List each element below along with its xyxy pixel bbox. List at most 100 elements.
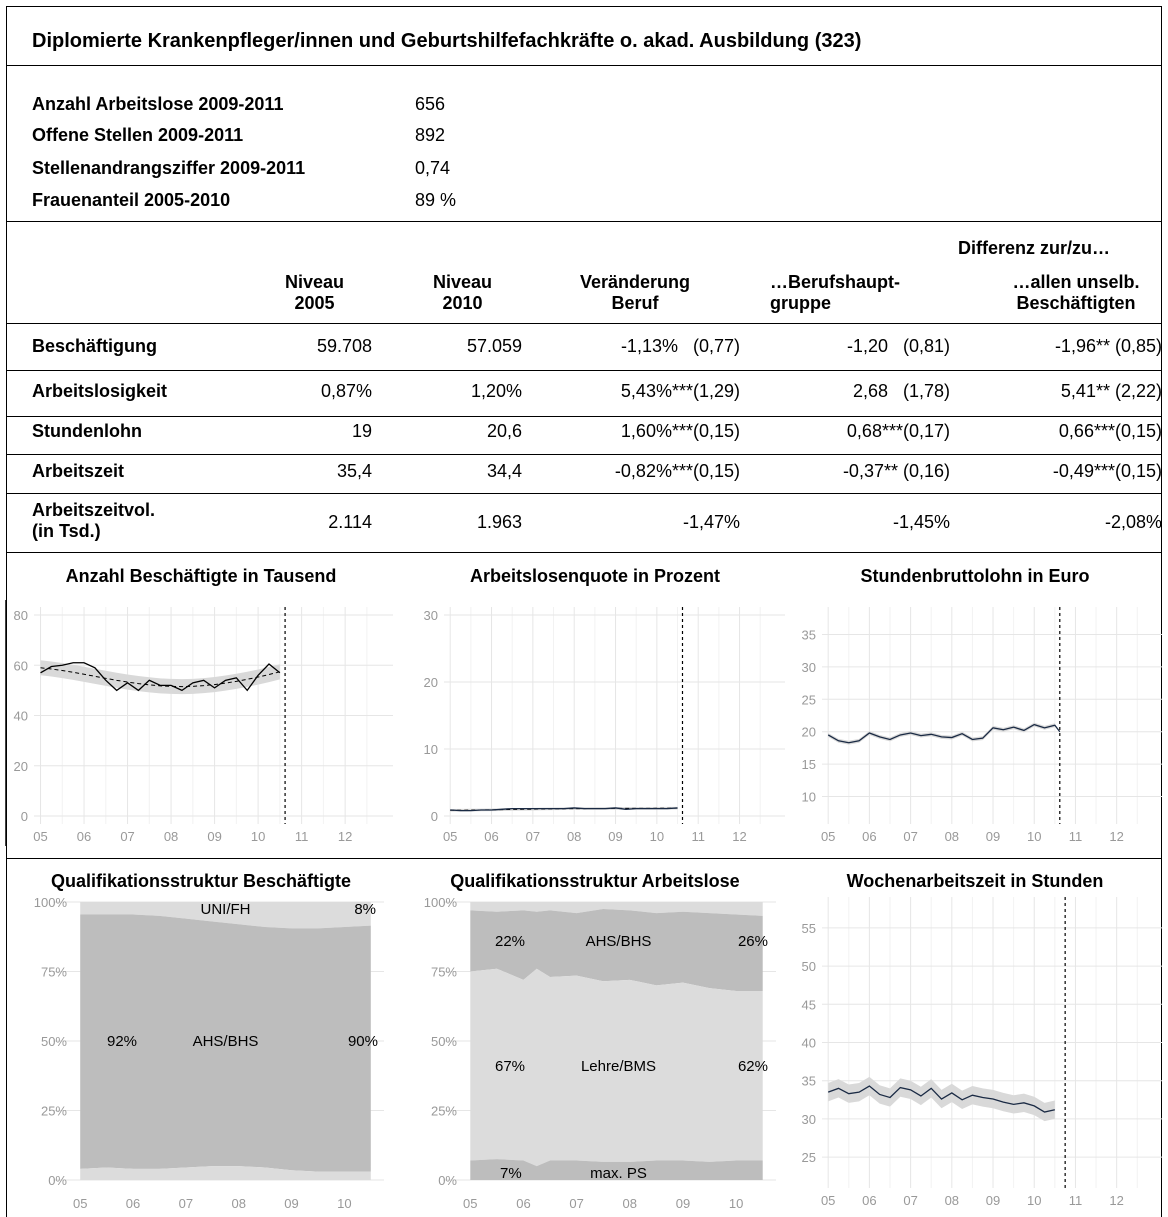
area-label: AHS/BHS — [193, 1033, 259, 1050]
y-tick-label: 100% — [34, 895, 68, 910]
page-title: Diplomierte Krankenpfleger/innen und Geb… — [32, 30, 862, 52]
area-ahs-bhs — [470, 908, 763, 991]
chart-title: Qualifikationsstruktur Beschäftigte — [50, 871, 352, 891]
chart-title: Stundenbruttolohn in Euro — [860, 566, 1090, 586]
table-cell: 2,68 (1,78) — [852, 381, 950, 401]
x-tick-label: 10 — [650, 829, 664, 844]
x-tick-label: 10 — [251, 829, 265, 844]
x-tick-label: 11 — [1069, 1193, 1083, 1208]
col-header: Niveau 2010 — [432, 272, 493, 313]
table-cell: 20,6 — [486, 421, 522, 441]
col-header: Veränderung Beruf — [579, 272, 691, 313]
chart-title: Wochenarbeitszeit in Stunden — [846, 871, 1104, 891]
area-label: 90% — [348, 1033, 378, 1050]
y-tick-label: 25% — [41, 1104, 67, 1119]
y-tick-label: 30 — [802, 1112, 816, 1127]
area-bottom — [80, 1166, 371, 1180]
x-tick-label: 11 — [1069, 829, 1083, 844]
table-cell: -0,37** (0,16) — [842, 461, 950, 481]
y-tick-label: 0 — [431, 809, 438, 824]
summary-value: 656 — [415, 94, 446, 114]
table-cell: 19 — [351, 421, 372, 441]
x-tick-label: 09 — [986, 1193, 1000, 1208]
y-tick-label: 20 — [14, 759, 28, 774]
y-tick-label: 35 — [802, 627, 816, 642]
area-label: 7% — [500, 1165, 522, 1182]
y-tick-label: 25 — [802, 692, 816, 707]
x-tick-label: 06 — [126, 1196, 140, 1211]
summary-row: Stellenandrangsziffer 2009-2011 0,74 — [32, 158, 732, 182]
table-row: Arbeitszeit 35,4 34,4 -0,82%***(0,15) -0… — [32, 461, 1162, 485]
table-cell: 34,4 — [486, 461, 522, 481]
x-tick-label: 07 — [179, 1196, 193, 1211]
x-tick-label: 08 — [945, 1193, 959, 1208]
x-tick-label: 09 — [207, 829, 221, 844]
table-cell: 0,66***(0,15) — [1058, 421, 1162, 441]
table-cell: 2.114 — [328, 512, 372, 532]
series-line — [40, 662, 281, 692]
y-tick-label: 30 — [424, 608, 438, 623]
divider — [6, 221, 1162, 222]
area-label: 62% — [738, 1058, 768, 1075]
table-cell: 59.708 — [316, 336, 372, 356]
area-label: Lehre/BMS — [581, 1058, 656, 1075]
y-tick-label: 10 — [424, 742, 438, 757]
row-label: Arbeitszeitvol. (in Tsd.) — [32, 500, 156, 541]
y-tick-label: 75% — [431, 965, 457, 980]
table-cell: -0,49***(0,15) — [1052, 461, 1162, 481]
y-tick-label: 20 — [424, 675, 438, 690]
y-tick-label: 40 — [14, 709, 28, 724]
y-tick-label: 35 — [802, 1074, 816, 1089]
x-tick-label: 10 — [729, 1196, 743, 1211]
y-tick-label: 50 — [802, 959, 816, 974]
divider — [6, 454, 1162, 455]
x-tick-label: 10 — [1027, 1193, 1041, 1208]
chart-title: Arbeitslosenquote in Prozent — [469, 566, 721, 586]
row-label: Stundenlohn — [32, 421, 142, 441]
table-cell: 1,60%***(0,15) — [620, 421, 740, 441]
x-tick-label: 06 — [516, 1196, 530, 1211]
x-tick-label: 05 — [821, 1193, 835, 1208]
divider — [6, 416, 1162, 417]
area-uni-fh — [470, 902, 763, 916]
row-label: Beschäftigung — [32, 336, 158, 356]
x-tick-label: 08 — [945, 829, 959, 844]
summary-label: Stellenandrangsziffer 2009-2011 — [32, 158, 306, 178]
area-label: 22% — [495, 933, 525, 950]
y-tick-label: 40 — [802, 1036, 816, 1051]
col-header: …allen unselb. Beschäftigten — [1012, 272, 1140, 313]
x-tick-label: 09 — [676, 1196, 690, 1211]
summary-label: Offene Stellen 2009-2011 — [32, 125, 244, 145]
y-tick-label: 45 — [802, 997, 816, 1012]
x-tick-label: 06 — [862, 1193, 876, 1208]
y-tick-label: 0 — [21, 809, 28, 824]
x-tick-label: 07 — [569, 1196, 583, 1211]
row-label: Arbeitslosigkeit — [32, 381, 168, 401]
y-tick-label: 80 — [14, 608, 28, 623]
series-line — [827, 1085, 1055, 1113]
divider — [6, 552, 1162, 553]
x-tick-label: 08 — [164, 829, 178, 844]
series-line — [450, 807, 678, 812]
x-tick-label: 12 — [732, 829, 746, 844]
summary-value: 0,74 — [415, 158, 451, 178]
y-tick-label: 10 — [802, 790, 816, 805]
area-max-ps — [470, 1159, 763, 1180]
x-tick-label: 09 — [608, 829, 622, 844]
summary-label: Anzahl Arbeitslose 2009-2011 — [32, 94, 284, 114]
summary-value: 892 — [415, 125, 446, 145]
area-label: max. PS — [590, 1165, 647, 1182]
x-tick-label: 11 — [295, 829, 309, 844]
table-cell: -1,47% — [682, 512, 740, 532]
col-header: Niveau 2005 — [284, 272, 345, 313]
x-tick-label: 08 — [567, 829, 581, 844]
x-tick-label: 07 — [120, 829, 134, 844]
x-tick-label: 05 — [463, 1196, 477, 1211]
table-cell: -1,20 (0,81) — [846, 336, 950, 356]
divider — [6, 858, 1162, 859]
x-tick-label: 05 — [33, 829, 47, 844]
table-row: Stundenlohn 19 20,6 1,60%***(0,15) 0,68*… — [32, 421, 1162, 445]
series-line — [827, 723, 1061, 744]
table-cell: 57.059 — [466, 336, 522, 356]
